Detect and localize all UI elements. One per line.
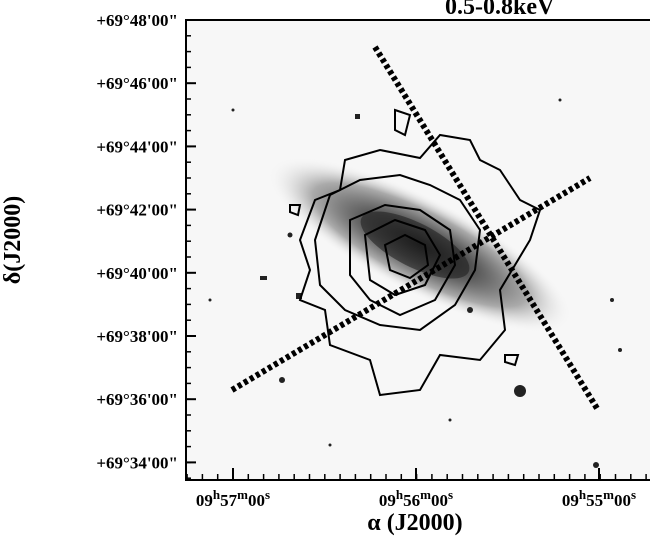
x-tick-label: 09h56m00s <box>379 487 453 510</box>
y-tick-label: +69°42'00" <box>96 201 178 220</box>
y-tick-label: +69°34'00" <box>96 453 178 472</box>
title: 0.5-0.8keV <box>445 0 555 20</box>
y-tick-label: +69°38'00" <box>96 327 178 346</box>
y-tick-label: +69°44'00" <box>96 137 178 156</box>
y-tick-label: +69°40'00" <box>96 264 178 283</box>
y-tick-label: +69°36'00" <box>96 390 178 409</box>
y-tick-label: +69°46'00" <box>96 74 178 93</box>
x-tick-label: 09h57m00s <box>196 487 270 510</box>
y-tick-label: +69°48'00" <box>96 11 178 30</box>
sky-image <box>186 20 650 480</box>
figure: 0.5-0.8keV δ(J2000) α (J2000) +69°48'00"… <box>0 0 650 541</box>
x-tick-label: 09h55m00s <box>562 487 636 510</box>
y-axis-label: δ(J2000) <box>0 196 26 284</box>
page: {"title": "0.5-0.8keV", "y_axis": {"labe… <box>0 0 650 541</box>
x-axis-label: α (J2000) <box>367 510 462 536</box>
